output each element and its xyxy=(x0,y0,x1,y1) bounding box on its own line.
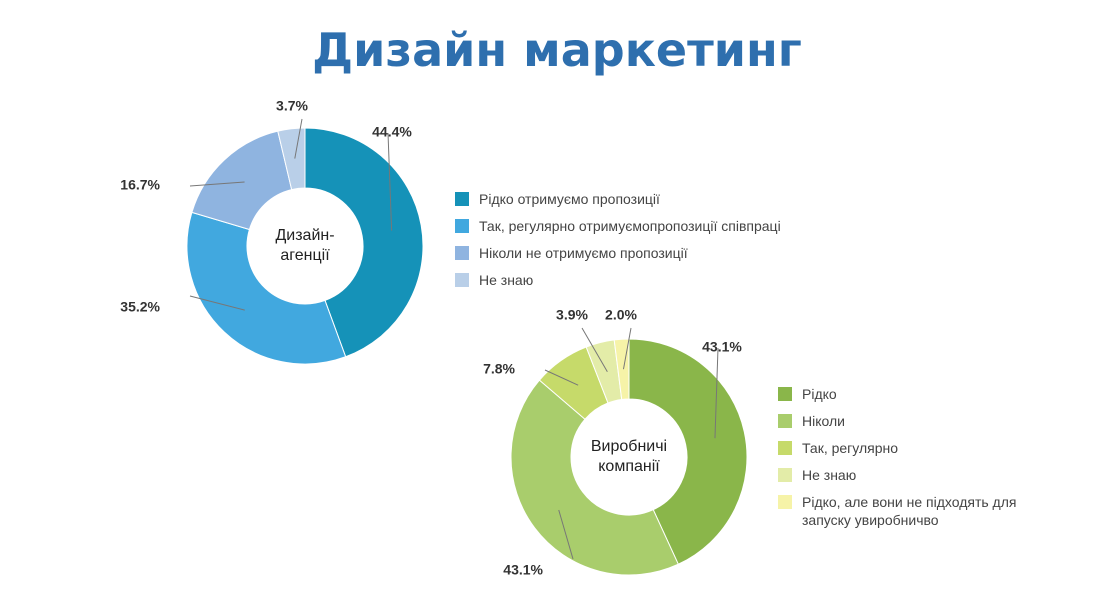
leader-line xyxy=(387,132,393,231)
donut-slice xyxy=(510,379,679,576)
donut-slice xyxy=(277,127,306,191)
legend-swatch xyxy=(455,192,469,206)
legend-item: Рідко отримуємо пропозиції xyxy=(455,190,795,208)
legend: Рідко отримуємо пропозиції Так, регулярно… xyxy=(455,190,795,298)
legend-item: Ніколи xyxy=(778,412,1018,430)
legend-label: Не знаю xyxy=(479,272,534,288)
center-label: Виробничі xyxy=(591,438,667,455)
legend-label: Не знаю xyxy=(802,467,857,483)
legend-swatch xyxy=(778,387,792,401)
legend-swatch xyxy=(455,273,469,287)
leader-line xyxy=(294,118,303,159)
center-label: Дизайн- xyxy=(275,227,334,244)
value-label: 35.2% xyxy=(120,299,160,315)
legend-label: Рідко отримуємо пропозиції xyxy=(479,191,660,207)
legend-item: Ніколи не отримуємо пропозиції xyxy=(455,244,795,262)
donut-slice xyxy=(191,130,293,231)
legend-label: Ніколи не отримуємо пропозиції xyxy=(479,245,688,261)
legend-label: Рідко, але вони не підходять для запуску… xyxy=(802,494,1017,528)
legend-item: Так, регулярно xyxy=(778,439,1018,457)
value-label: 43.1% xyxy=(503,562,543,578)
value-label: 43.1% xyxy=(702,339,742,355)
legend-item: Не знаю xyxy=(455,271,795,289)
leader-line xyxy=(189,295,245,311)
legend-swatch xyxy=(455,219,469,233)
value-label: 3.9% xyxy=(556,307,588,323)
legend-label: Рідко xyxy=(802,386,837,402)
legend-swatch xyxy=(778,495,792,509)
legend-swatch xyxy=(778,468,792,482)
leader-line xyxy=(622,327,632,370)
legend-swatch xyxy=(778,414,792,428)
donut-slice xyxy=(628,338,748,565)
leader-line xyxy=(581,327,608,372)
leader-line xyxy=(714,347,719,439)
legend-label: Ніколи xyxy=(802,413,845,429)
donut-slice xyxy=(613,338,630,401)
value-label: 2.0% xyxy=(605,307,637,323)
legend-swatch xyxy=(778,441,792,455)
legend-item: Не знаю xyxy=(778,466,1018,484)
leader-line xyxy=(544,369,579,386)
donut-slice xyxy=(186,211,347,365)
value-label: 3.7% xyxy=(276,98,308,114)
leader-line xyxy=(558,509,574,560)
legend: Рідко Ніколи Так, регулярно Не знаю Рідко, а… xyxy=(778,385,1018,538)
center-label: компанії xyxy=(598,458,660,475)
value-label: 7.8% xyxy=(483,361,515,377)
value-label: 44.4% xyxy=(372,124,412,140)
legend-item: Рідко, але вони не підходять для запуску… xyxy=(778,493,1018,529)
legend-item: Так, регулярно отримуємопропозиції співп… xyxy=(455,217,795,235)
legend-label: Так, регулярно отримуємопропозиції співп… xyxy=(479,218,781,234)
page-title: Дизайн маркетинг xyxy=(312,23,802,77)
legend-swatch xyxy=(455,246,469,260)
value-label: 16.7% xyxy=(120,177,160,193)
center-label: агенції xyxy=(280,247,330,264)
leader-line xyxy=(189,181,245,187)
legend-item: Рідко xyxy=(778,385,1018,403)
legend-label: Так, регулярно xyxy=(802,440,899,456)
